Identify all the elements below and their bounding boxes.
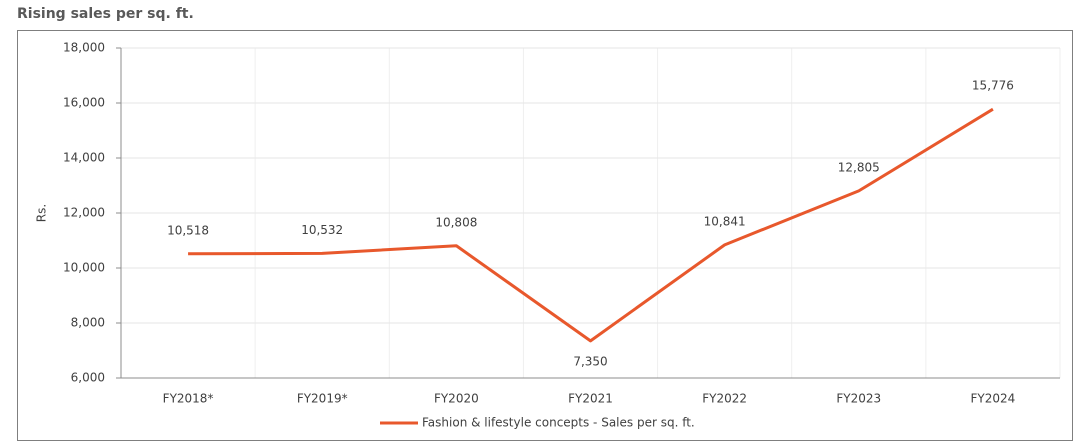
y-tick-label: 12,000 <box>63 206 105 220</box>
data-label: 10,841 <box>704 214 746 228</box>
y-tick-label: 10,000 <box>63 261 105 275</box>
y-tick-label: 6,000 <box>71 371 105 385</box>
y-tick-label: 8,000 <box>71 316 105 330</box>
data-label: 7,350 <box>573 354 607 368</box>
chart-frame <box>17 30 1073 441</box>
x-tick-label: FY2021 <box>568 392 613 406</box>
chart-title: Rising sales per sq. ft. <box>17 6 194 22</box>
y-axis-label: Rs. <box>35 204 49 222</box>
x-tick-label: FY2024 <box>971 392 1016 406</box>
x-tick-label: FY2020 <box>434 392 479 406</box>
y-tick-label: 14,000 <box>63 151 105 165</box>
data-label: 15,776 <box>972 79 1014 93</box>
data-label: 10,532 <box>301 223 343 237</box>
data-label: 10,518 <box>167 223 209 237</box>
y-tick-label: 18,000 <box>63 41 105 55</box>
x-tick-label: FY2022 <box>702 392 747 406</box>
x-tick-label: FY2023 <box>836 392 881 406</box>
x-tick-label: FY2018* <box>163 392 214 406</box>
x-tick-label: FY2019* <box>297 392 348 406</box>
y-tick-label: 16,000 <box>63 96 105 110</box>
data-label: 12,805 <box>838 160 880 174</box>
line-series <box>188 107 994 343</box>
legend-label: Fashion & lifestyle concepts - Sales per… <box>422 416 695 430</box>
data-label: 10,808 <box>435 215 477 229</box>
